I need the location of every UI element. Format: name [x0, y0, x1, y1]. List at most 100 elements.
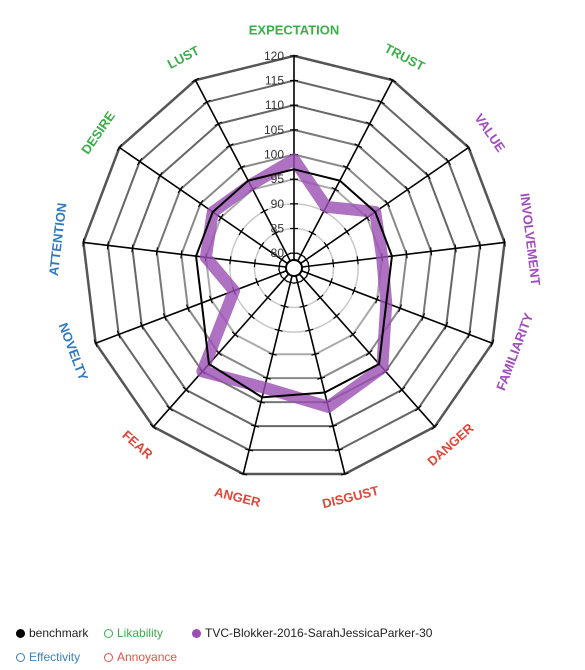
spoke-tick	[245, 448, 254, 452]
spoke-tick	[264, 294, 272, 301]
tick-label-120: 120	[264, 49, 284, 63]
spoke-novelty	[95, 268, 292, 344]
axis-label-lust: LUST	[165, 43, 202, 72]
spoke-tick	[414, 405, 422, 412]
axis-label-desire: DESIRE	[78, 108, 118, 157]
spoke-tick	[490, 339, 495, 348]
legend-benchmark[interactable]: benchmark	[16, 626, 88, 640]
spoke-tick	[225, 143, 234, 149]
spoke-tick	[299, 304, 308, 308]
spoke-tick	[82, 238, 85, 247]
spoke-tick	[404, 185, 411, 194]
tick-labels: 80 85 90 95 100 105 110 115 120	[264, 49, 284, 260]
ring-100	[180, 153, 408, 380]
tick-label-95: 95	[271, 172, 285, 186]
spoke-tick	[271, 230, 280, 236]
radar-chart: 80 85 90 95 100 105 110 115 120 EXPECTATION TRUST…	[46, 22, 544, 511]
spoke-tick	[283, 252, 291, 258]
spoke-tick	[454, 244, 457, 253]
axis-label-involvement: INVOLVEMENT	[517, 192, 543, 286]
spoke-tick	[116, 143, 123, 152]
spoke-tick	[278, 262, 281, 271]
spoke-fear	[152, 269, 293, 428]
spoke-tick	[182, 386, 190, 393]
ring-95	[204, 178, 384, 356]
legend-likability[interactable]: Likability	[104, 626, 163, 640]
spoke-tick	[344, 227, 350, 236]
spoke-tick	[116, 330, 121, 339]
benchmark-dot-icon	[16, 628, 25, 638]
spoke-tick	[317, 376, 326, 380]
spoke-tick	[425, 171, 431, 180]
spoke-tick	[328, 278, 333, 286]
series-layer	[195, 153, 393, 413]
spoke-tick	[237, 165, 246, 170]
spoke-tick	[349, 331, 357, 338]
spoke-tick	[398, 386, 406, 393]
tick-label-105: 105	[264, 123, 284, 137]
spoke-tick	[255, 278, 260, 286]
spoke-tick	[467, 330, 472, 339]
spoke-danger	[295, 269, 436, 428]
spoke-tick	[303, 255, 309, 264]
spoke-tick	[354, 143, 363, 149]
spoke-tick	[131, 244, 134, 253]
axis-label-trust: TRUST	[382, 40, 427, 73]
spoke-tick	[253, 259, 256, 268]
spoke-tick	[197, 199, 204, 208]
spoke-tick	[155, 247, 158, 256]
spoke-desire	[118, 146, 293, 267]
spoke-tick	[323, 241, 330, 250]
spoke-tick	[444, 321, 449, 330]
spoke-tick	[365, 121, 374, 127]
tick-label-100: 100	[264, 148, 284, 162]
spoke-tick	[351, 286, 356, 295]
legend-effectivity-label: Effectivity	[29, 650, 81, 664]
spoke-disgust	[293, 270, 346, 475]
axis-label-attention: ATTENTION	[46, 202, 70, 277]
spoke-tick	[229, 256, 232, 265]
spoke-tick	[398, 304, 403, 313]
spoke-tick	[316, 294, 324, 301]
spoke-tick	[106, 241, 109, 250]
spoke-tick	[405, 250, 408, 259]
spoke-tick	[260, 208, 269, 214]
spoke-tick	[162, 313, 167, 321]
legend-benchmark-label: benchmark	[29, 626, 89, 640]
spoke-tick	[238, 227, 244, 236]
spoke-tick	[377, 99, 385, 105]
legend-effectivity[interactable]: Effectivity	[16, 650, 80, 664]
legend-series[interactable]: TVC-Blokker-2016-SarahJessicaParker-30	[192, 626, 432, 640]
spoke-tick	[139, 321, 144, 330]
ring-120	[82, 54, 506, 476]
spoke-tick	[300, 275, 308, 283]
axis-label-expectation: EXPECTATION	[249, 22, 340, 37]
radar-spokes	[82, 55, 506, 476]
tick-label-80: 80	[271, 246, 285, 260]
spoke-tick	[334, 448, 343, 452]
axis-label-fear: FEAR	[119, 427, 156, 462]
spoke-tick	[268, 352, 277, 356]
legend-annoyance-label: Annoyance	[117, 650, 178, 664]
spoke-tick	[177, 185, 184, 194]
legend-annoyance[interactable]: Annoyance	[104, 650, 177, 664]
tick-label-90: 90	[271, 197, 285, 211]
spoke-involvement	[296, 241, 505, 269]
spoke-familiarity	[296, 268, 493, 344]
spoke-tick	[375, 295, 380, 304]
spoke-tick	[331, 186, 340, 192]
spoke-lust	[194, 79, 294, 266]
effectivity-circle-icon	[16, 652, 25, 662]
spoke-tick	[218, 213, 224, 222]
likability-circle-icon	[104, 628, 113, 638]
spoke-tick	[231, 331, 239, 338]
spoke-tick	[503, 238, 506, 247]
axis-label-anger: ANGER	[213, 484, 263, 510]
axis-label-value: VALUE	[472, 111, 509, 155]
spoke-trust	[294, 79, 394, 266]
spoke-tick	[365, 349, 373, 357]
spoke-tick	[332, 259, 335, 268]
axis-label-disgust: DISGUST	[321, 483, 381, 511]
spoke-tick	[180, 250, 183, 259]
spoke-tick	[445, 157, 452, 166]
